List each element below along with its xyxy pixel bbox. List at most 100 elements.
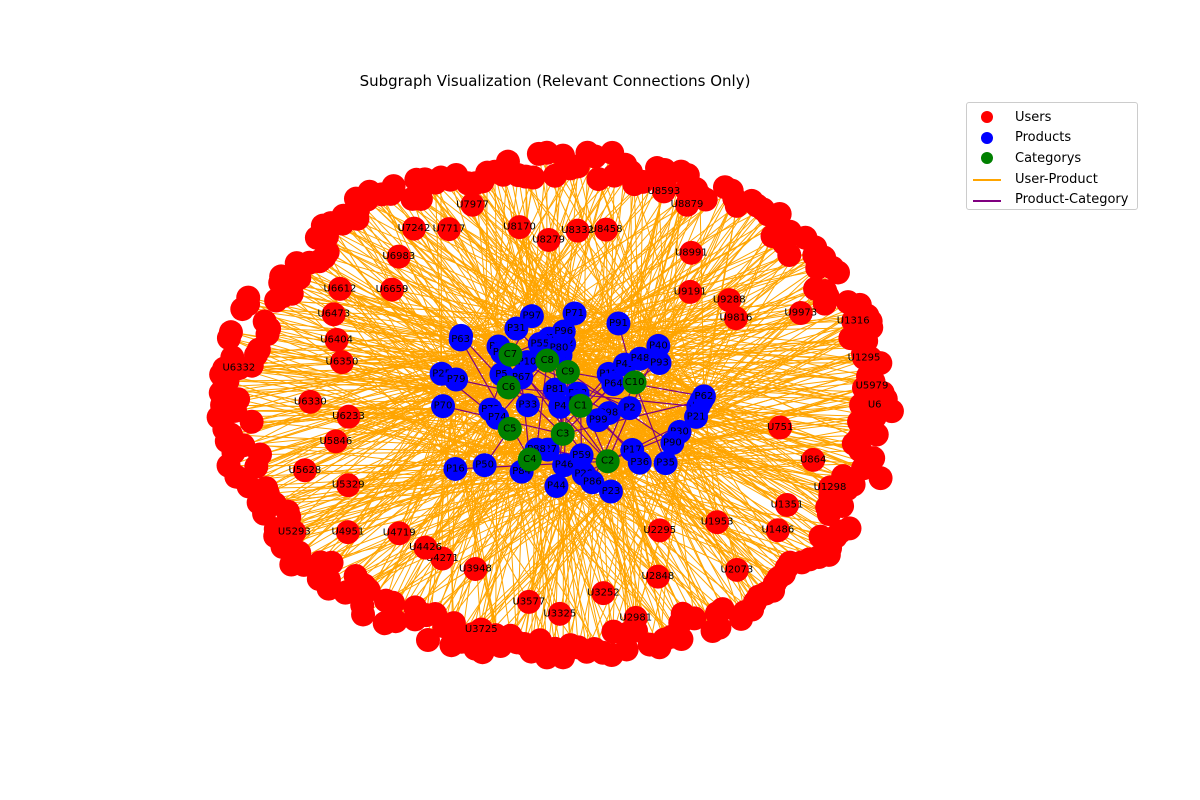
user-node-marker (788, 301, 813, 326)
user-product-edge (486, 172, 561, 356)
category-node-marker (555, 360, 580, 385)
user-product-edge (450, 379, 457, 646)
user-node: U1953 (701, 510, 734, 535)
product-node: P91 (606, 311, 631, 336)
user-node-marker (536, 227, 561, 252)
product-node-marker (647, 351, 672, 376)
user-node (415, 628, 440, 653)
category-node: C2 (595, 449, 620, 474)
product-node-label: P84 (512, 466, 531, 477)
user-node: U6233 (332, 404, 365, 429)
user-node-marker (298, 389, 323, 414)
user-node-marker (801, 447, 826, 472)
user-node-marker (864, 422, 889, 447)
user-node (826, 260, 851, 285)
user-node (218, 320, 243, 345)
category-node-marker (497, 416, 522, 441)
user-node: U2848 (642, 564, 674, 589)
user-node: U6612 (324, 276, 357, 301)
user-node-label: U6612 (324, 283, 357, 294)
user-node-label: U7242 (398, 223, 431, 234)
user-node-marker (282, 520, 307, 545)
product-node-marker (552, 453, 577, 478)
user-node-label: U3252 (587, 588, 620, 599)
product-node: P50 (472, 453, 497, 478)
product-node-marker (627, 450, 652, 475)
user-product-edge (559, 209, 764, 408)
product-node-marker (562, 301, 587, 326)
user-node-marker (679, 240, 704, 265)
product-node: P2 (617, 396, 642, 421)
user-node-marker (547, 601, 572, 626)
user-node-label: U6 (868, 400, 882, 411)
user-node-label: U8170 (503, 222, 536, 233)
user-product-edge (345, 454, 582, 594)
product-node-marker (606, 311, 631, 336)
user-product-edge (424, 179, 533, 317)
user-product-edge (303, 491, 612, 566)
user-node-marker (594, 217, 619, 242)
user-node-marker (859, 374, 884, 399)
user-product-edge (291, 293, 456, 470)
network-graph: U6 U751 U864 U1298 U1351 U1486 U1953 U2073 U2295… (206, 140, 904, 670)
user-node-label: U4951 (331, 527, 364, 538)
category-node-label: C7 (504, 349, 517, 360)
user-product-edge (560, 354, 718, 523)
user-product-edge (460, 175, 615, 337)
user-product-edge (218, 416, 582, 456)
user-node-marker (460, 192, 485, 217)
legend-label: Categorys (1015, 150, 1082, 166)
product-node-label: P21 (687, 411, 706, 422)
user-node-label: U5628 (289, 465, 322, 476)
user-node-label: U2295 (643, 525, 676, 536)
user-product-edge (498, 164, 626, 347)
product-node: P48 (628, 346, 653, 371)
user-node-marker (862, 393, 887, 418)
user-node-label: U864 (800, 454, 826, 465)
user-node: U9816 (720, 306, 752, 331)
user-node-label: U6350 (326, 357, 359, 368)
user-node: U4426 (409, 535, 442, 560)
user-node (693, 187, 718, 212)
user-product-edge (612, 383, 742, 620)
user-node (864, 422, 889, 447)
chart-title: Subgraph Visualization (Relevant Connect… (359, 72, 751, 90)
user-node-marker (724, 557, 749, 582)
product-node-label: P86 (583, 477, 602, 488)
product-node-label: P4 (554, 401, 566, 412)
product-node-marker (544, 474, 569, 499)
user-product-edge (547, 385, 873, 451)
user-node: U1486 (761, 518, 794, 543)
user-node-marker (386, 244, 411, 269)
category-node: C3 (550, 421, 575, 446)
user-node (408, 186, 433, 211)
user-node-marker (868, 466, 893, 491)
user-product-edge (381, 194, 457, 380)
legend-label: Users (1015, 109, 1052, 125)
user-product-edge (658, 345, 873, 387)
user-node: U8279 (532, 227, 565, 252)
legend-item-products: Products (973, 128, 1131, 149)
product-node-label: P2 (623, 403, 635, 414)
user-node: U4951 (331, 520, 364, 545)
category-node-label: C4 (523, 454, 536, 465)
category-node-label: C2 (601, 456, 614, 467)
user-product-edge (517, 174, 705, 397)
product-node-label: P17 (623, 444, 642, 455)
product-node-label: P91 (609, 318, 628, 329)
legend-item-users: Users (973, 107, 1131, 128)
user-node-marker (647, 518, 672, 543)
product-nodes: P1P2P4P5P7P10P12P16P17P18P20P21P23P25P27… (429, 301, 716, 504)
user-node-label: U6404 (320, 334, 353, 345)
user-node-marker (812, 291, 837, 316)
user-node (777, 243, 802, 268)
user-product-edge (608, 190, 733, 375)
user-node: U2981 (619, 605, 652, 630)
user-node-label: U9191 (674, 286, 707, 297)
user-product-edge (703, 311, 857, 397)
product-node-label: P25 (432, 368, 451, 379)
product-node: P81 (543, 377, 568, 402)
user-product-edge (441, 181, 644, 375)
user-node: U8991 (675, 240, 708, 265)
user-node: U8593 (647, 179, 680, 204)
